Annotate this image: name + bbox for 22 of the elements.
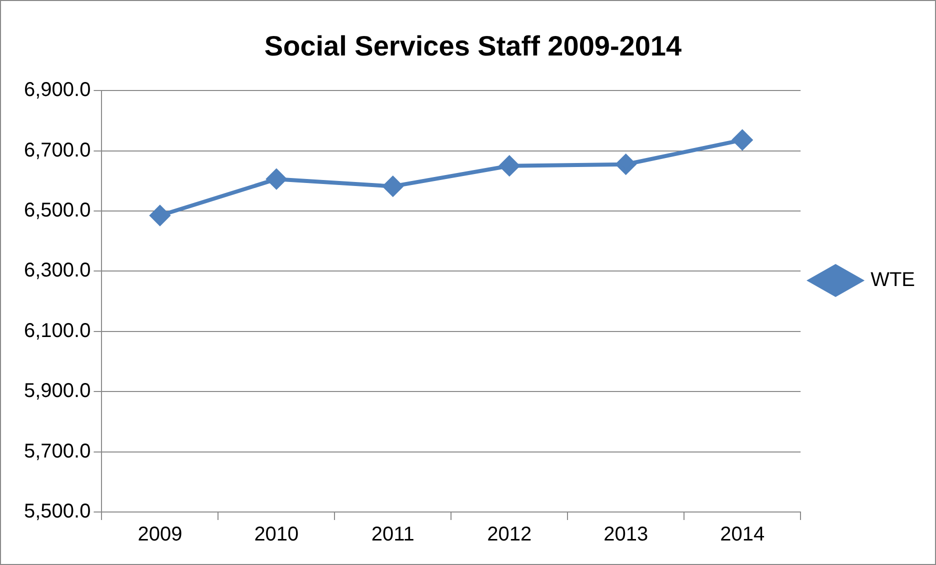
x-tick-label: 2013 xyxy=(604,524,648,546)
y-tick-label: 6,100.0 xyxy=(24,320,91,342)
point xyxy=(382,176,403,196)
point xyxy=(266,169,286,190)
point xyxy=(499,156,520,176)
x-tick-label: 2011 xyxy=(371,524,414,546)
chart-title: Social Services Staff 2009-2014 xyxy=(264,30,682,62)
point xyxy=(732,130,752,150)
y-tick-label: 6,300.0 xyxy=(24,260,91,282)
y-tick-label: 5,500.0 xyxy=(24,500,91,523)
x-tick-label: 2012 xyxy=(487,524,532,546)
point xyxy=(150,206,170,226)
y-tick-label: 6,700.0 xyxy=(24,139,91,162)
x-tick-label: 2009 xyxy=(138,524,182,546)
point xyxy=(616,154,636,174)
y-tick-label: 6,900.0 xyxy=(24,79,91,102)
y-tick-label: 5,900.0 xyxy=(24,380,91,402)
legend-label: WTE xyxy=(870,269,916,292)
y-tick-label: 5,700.0 xyxy=(24,440,91,462)
x-tick-label: 2010 xyxy=(254,524,299,546)
x-tick-label: 2014 xyxy=(720,524,765,546)
y-tick-label: 6,500.0 xyxy=(24,200,91,222)
